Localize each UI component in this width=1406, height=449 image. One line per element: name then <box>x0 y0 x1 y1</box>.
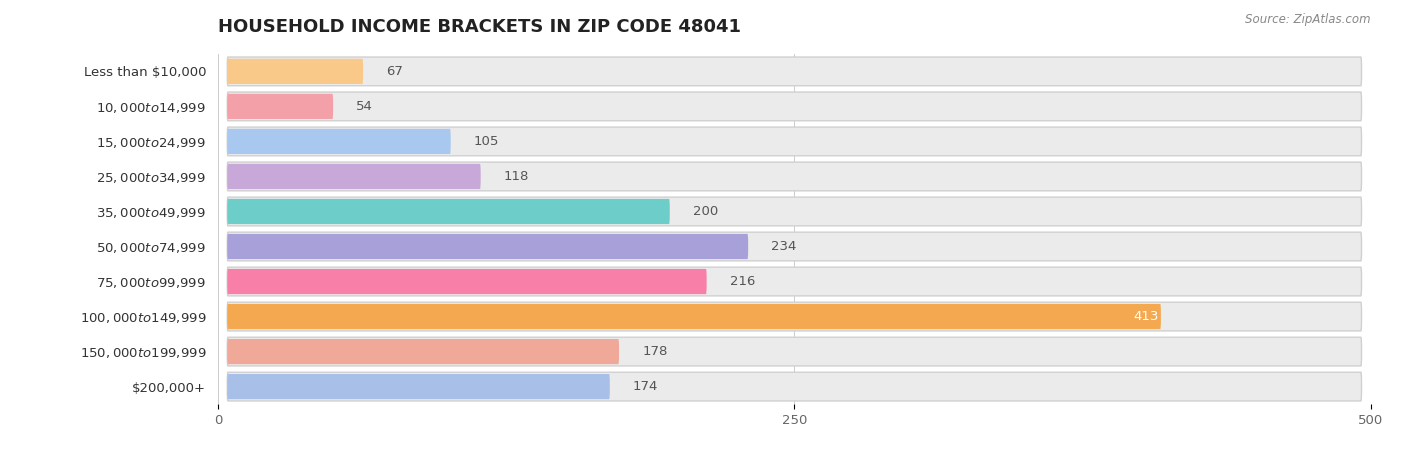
Text: 105: 105 <box>474 135 499 148</box>
FancyBboxPatch shape <box>228 57 1361 86</box>
FancyBboxPatch shape <box>228 339 619 364</box>
Text: 174: 174 <box>633 380 658 393</box>
FancyBboxPatch shape <box>228 232 1361 261</box>
Text: 178: 178 <box>643 345 668 358</box>
Text: 67: 67 <box>387 65 404 78</box>
FancyBboxPatch shape <box>228 162 1361 191</box>
FancyBboxPatch shape <box>228 267 1361 296</box>
FancyBboxPatch shape <box>228 372 1361 401</box>
FancyBboxPatch shape <box>228 129 451 154</box>
FancyBboxPatch shape <box>228 94 333 119</box>
Text: 200: 200 <box>693 205 718 218</box>
Text: 118: 118 <box>503 170 529 183</box>
FancyBboxPatch shape <box>228 337 1361 366</box>
FancyBboxPatch shape <box>228 374 610 399</box>
FancyBboxPatch shape <box>228 234 748 259</box>
FancyBboxPatch shape <box>228 92 1361 121</box>
Text: 413: 413 <box>1133 310 1159 323</box>
Text: HOUSEHOLD INCOME BRACKETS IN ZIP CODE 48041: HOUSEHOLD INCOME BRACKETS IN ZIP CODE 48… <box>218 18 741 36</box>
FancyBboxPatch shape <box>228 302 1361 331</box>
FancyBboxPatch shape <box>228 269 707 294</box>
FancyBboxPatch shape <box>228 197 1361 226</box>
FancyBboxPatch shape <box>228 164 481 189</box>
Text: 54: 54 <box>356 100 373 113</box>
FancyBboxPatch shape <box>228 199 669 224</box>
FancyBboxPatch shape <box>228 127 1361 156</box>
Text: 234: 234 <box>772 240 797 253</box>
FancyBboxPatch shape <box>228 59 363 84</box>
FancyBboxPatch shape <box>228 304 1161 329</box>
Text: 216: 216 <box>730 275 755 288</box>
Text: Source: ZipAtlas.com: Source: ZipAtlas.com <box>1246 13 1371 26</box>
